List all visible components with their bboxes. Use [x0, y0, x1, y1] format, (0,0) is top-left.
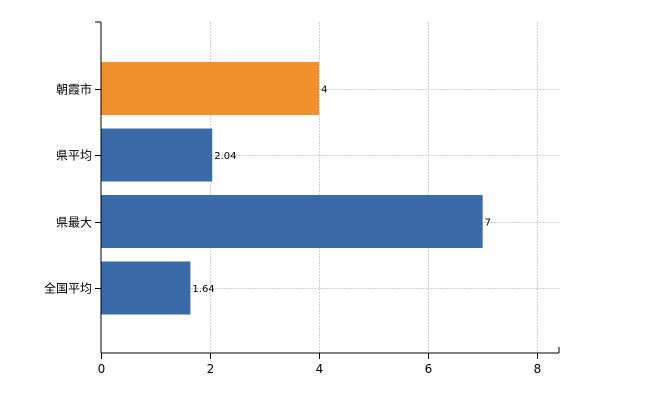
bar: [101, 128, 213, 182]
category-label: 全国平均: [44, 281, 92, 296]
category-label: 朝霞市: [56, 82, 92, 97]
x-tick-label: 0: [98, 362, 106, 376]
x-tick-label: 2: [207, 362, 215, 376]
data-label: 4: [321, 85, 327, 96]
x-tick-label: 4: [316, 362, 324, 376]
x-axis-ticks: 0 2 4 6 8: [98, 353, 542, 376]
data-label: 2.04: [214, 151, 236, 162]
category-label: 県最大: [56, 216, 92, 230]
data-label: 1.64: [192, 284, 214, 295]
category-label: 県平均: [56, 149, 92, 163]
bar: [101, 261, 191, 315]
bar: [101, 195, 483, 248]
bar: [101, 62, 320, 115]
x-tick-label: 8: [534, 362, 542, 376]
axes: [95, 21, 560, 354]
data-label: 7: [485, 218, 491, 229]
data-labels: 4 2.04 7 1.64: [192, 85, 491, 296]
x-tick-label: 6: [425, 362, 433, 376]
bars: [101, 62, 483, 315]
